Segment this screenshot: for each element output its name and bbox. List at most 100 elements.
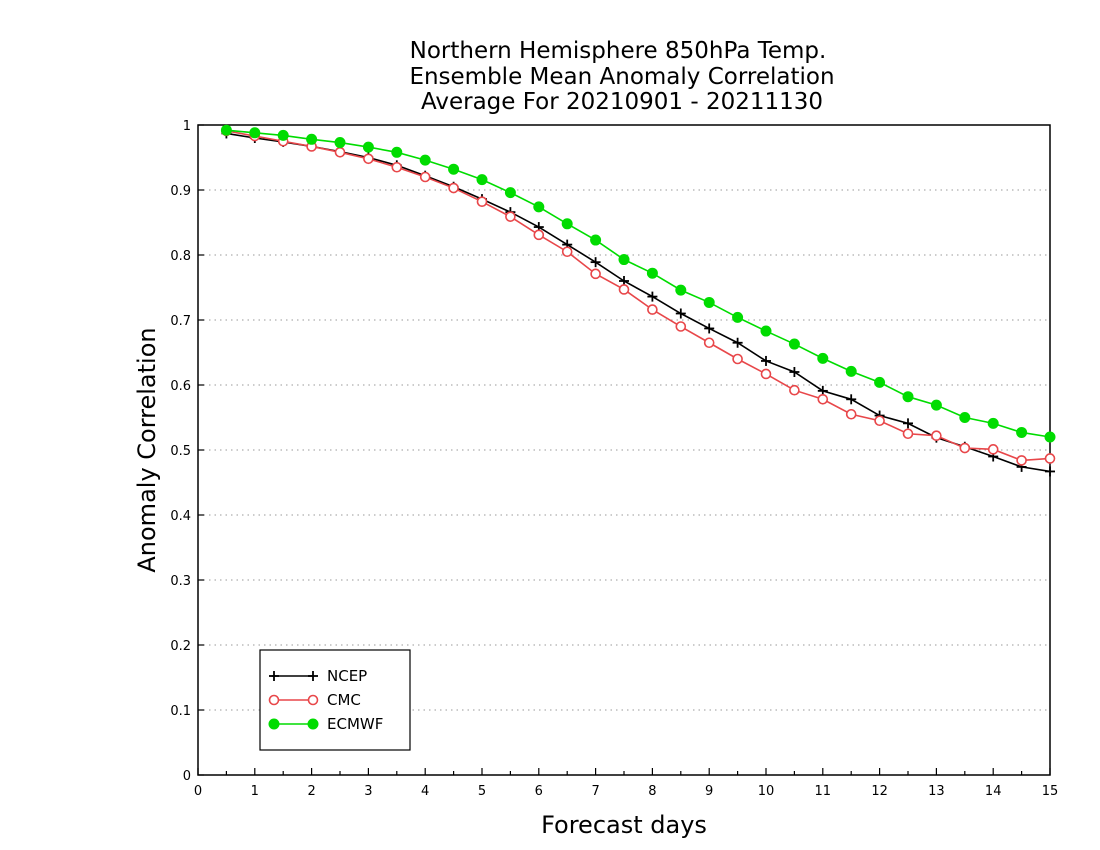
chart-title-line-1: Northern Hemisphere 850hPa Temp. (410, 38, 827, 64)
data-point-cmc (1016, 455, 1027, 466)
x-tick-label: 4 (421, 784, 429, 799)
data-point-ecmwf (817, 352, 829, 364)
x-tick-label: 14 (985, 784, 1002, 799)
legend-marker (268, 694, 280, 706)
legend-label-ecmwf: ECMWF (327, 715, 383, 733)
y-tick-label: 0.2 (170, 639, 191, 654)
axis-ticks: 00.10.20.30.40.50.60.70.80.910 1 2 3 4 5 6 7 8 9 1… (170, 119, 1058, 799)
data-point-ecmwf (277, 129, 289, 141)
data-point-cmc (533, 229, 545, 241)
legend-marker (308, 671, 318, 681)
series-line-cmc (226, 130, 1051, 462)
legend-entry-ecmwf: ECMWF (268, 715, 383, 733)
y-tick-label: 0.4 (170, 509, 191, 524)
data-point-ncep (1045, 466, 1055, 477)
data-point-ecmwf (902, 391, 914, 403)
data-series (220, 124, 1056, 477)
data-point-ecmwf (874, 376, 886, 388)
data-point-ecmwf (845, 365, 857, 377)
data-point-cmc (987, 444, 999, 455)
data-point-ncep (675, 308, 686, 319)
data-point-ecmwf (504, 187, 516, 199)
series-line-ecmwf (226, 129, 1051, 438)
x-tick-label: 6 (535, 784, 543, 799)
data-point-cmc (476, 196, 488, 207)
data-point-cmc (760, 368, 772, 380)
legend-entry-ncep: NCEP (269, 667, 367, 685)
x-axis-label: Forecast days (541, 811, 707, 839)
data-point-ecmwf (1016, 426, 1028, 438)
data-point-ecmwf (618, 254, 630, 266)
x-tick-label: 15 (1042, 784, 1059, 799)
data-point-cmc (505, 211, 516, 222)
y-tick-label: 0.9 (170, 184, 191, 199)
y-gridlines (198, 189, 1050, 711)
chart-title-line-2: Ensemble Mean Anomaly Correlation (409, 64, 834, 90)
data-point-cmc (647, 304, 658, 315)
x-tick-label: 7 (591, 784, 599, 799)
data-point-cmc (703, 337, 715, 349)
x-tick-label: 0 (194, 784, 202, 799)
data-point-ecmwf (334, 137, 346, 149)
legend-marker (307, 694, 319, 706)
data-point-cmc (845, 408, 857, 420)
data-point-ncep (761, 355, 771, 366)
data-point-ncep (903, 418, 913, 429)
legend-marker (269, 671, 279, 681)
data-point-cmc (874, 415, 885, 427)
data-point-ecmwf (732, 311, 744, 323)
y-tick-label: 0.5 (170, 444, 191, 459)
data-point-ncep (732, 337, 743, 348)
y-tick-label: 0 (183, 769, 191, 784)
data-point-cmc (419, 171, 431, 183)
x-tick-label: 10 (758, 784, 775, 799)
legend: NCEP CMC ECMWF (259, 649, 411, 751)
data-point-ecmwf (306, 133, 318, 145)
data-point-ecmwf (959, 412, 971, 423)
data-point-ecmwf (646, 267, 658, 279)
data-point-ecmwf (703, 296, 715, 308)
data-point-ecmwf (533, 201, 545, 213)
data-point-ecmwf (476, 174, 488, 186)
chart-title: Northern Hemisphere 850hPa Temp. Ensembl… (409, 38, 834, 115)
data-point-cmc (902, 428, 914, 440)
data-point-cmc (618, 284, 630, 295)
legend-marker (268, 718, 280, 730)
y-tick-label: 0.7 (170, 314, 191, 329)
x-tick-label: 13 (928, 784, 945, 799)
data-point-ncep (647, 291, 658, 302)
y-tick-label: 0.8 (170, 249, 191, 264)
chart-title-line-3: Average For 20210901 - 20211130 (421, 89, 823, 115)
x-tick-label: 8 (648, 784, 656, 799)
data-point-cmc (334, 147, 346, 158)
x-tick-label: 3 (364, 784, 372, 799)
data-point-ecmwf (590, 234, 602, 246)
data-point-ecmwf (391, 146, 403, 158)
data-point-cmc (363, 153, 374, 165)
legend-entry-cmc: CMC (268, 691, 361, 709)
data-point-cmc (391, 161, 403, 173)
data-point-ecmwf (788, 338, 800, 350)
data-point-cmc (789, 384, 800, 396)
data-point-ncep (704, 323, 715, 334)
y-tick-label: 0.1 (170, 704, 191, 719)
y-tick-label: 0.3 (170, 574, 191, 589)
y-axis-label: Anomaly Correlation (133, 327, 161, 572)
data-point-cmc (590, 268, 601, 280)
x-tick-label: 11 (815, 784, 832, 799)
data-point-cmc (1044, 453, 1056, 464)
data-point-cmc (817, 393, 829, 405)
x-tick-label: 9 (705, 784, 713, 799)
legend-marker (307, 718, 319, 730)
series-line-ncep (226, 132, 1051, 473)
data-point-ecmwf (561, 218, 573, 230)
y-tick-label: 0.6 (170, 379, 191, 394)
data-point-ecmwf (930, 399, 942, 411)
data-point-cmc (732, 353, 743, 365)
data-point-ecmwf (760, 325, 772, 337)
data-point-ncep (789, 367, 800, 377)
y-tick-label: 1 (183, 119, 191, 134)
x-tick-label: 2 (307, 784, 315, 799)
legend-label-ncep: NCEP (327, 667, 367, 685)
